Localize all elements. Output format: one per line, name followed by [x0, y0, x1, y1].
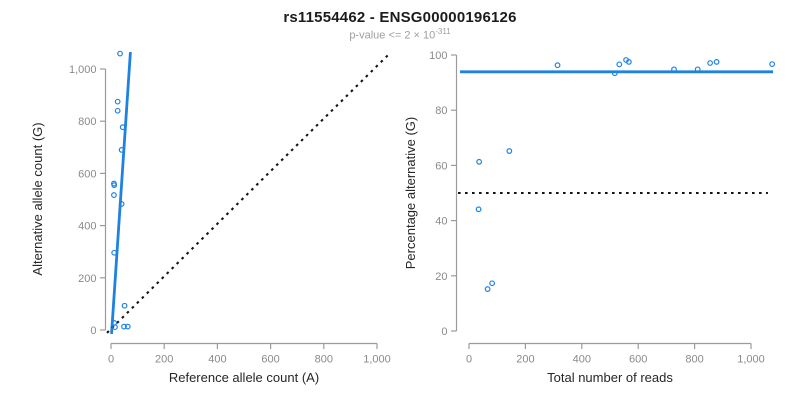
data-point	[769, 61, 776, 68]
data-point	[111, 192, 117, 198]
data-point	[671, 66, 677, 73]
data-point	[484, 286, 491, 292]
y-tick-label: 200	[78, 273, 96, 285]
x-tick-label: 400	[573, 354, 591, 366]
percentage-scatter-panel: 0 20 40 60 80 100 0 200 400 600 800 1,000 Percentage…	[403, 50, 776, 385]
data-point	[124, 323, 131, 330]
data-point	[616, 61, 623, 68]
pvalue-exponent: -311	[435, 27, 451, 36]
y-tick-label: 800	[78, 116, 96, 128]
y-tick-label: 1,000	[69, 64, 97, 76]
x-tick-label: 1,000	[363, 354, 391, 366]
y-axis-title: Percentage alternative (G)	[403, 117, 418, 269]
data-point	[114, 98, 121, 105]
pvalue-text: p-value <= 2 × 10	[349, 29, 436, 42]
data-point	[112, 324, 118, 331]
data-point	[121, 302, 128, 309]
data-point	[119, 124, 126, 131]
data-point	[475, 206, 482, 213]
x-tick-label: 600	[261, 354, 279, 366]
allele-count-scatter-panel: 0 200 400 600 800 1,000 0 200 400 600 800 1,000 Alte…	[30, 50, 391, 385]
data-point	[554, 62, 561, 69]
y-axis-title: Alternative allele count (G)	[30, 122, 45, 275]
y-tick-label: 60	[435, 160, 447, 172]
x-tick-label: 0	[108, 354, 114, 366]
data-point	[117, 50, 123, 57]
y-tick-label: 100	[429, 50, 447, 62]
data-point	[114, 107, 121, 114]
x-tick-label: 1,000	[737, 354, 765, 366]
x-axis-title: Reference allele count (A)	[169, 370, 319, 385]
data-point	[111, 182, 118, 189]
data-point	[707, 60, 714, 66]
data-point	[118, 201, 125, 207]
y-tick-label: 0	[90, 325, 96, 337]
y-tick-label: 80	[435, 105, 447, 117]
data-point	[506, 148, 513, 154]
y-tick-label: 600	[78, 168, 96, 180]
x-tick-label: 600	[629, 354, 647, 366]
x-axis-title: Total number of reads	[547, 370, 673, 385]
data-point	[118, 147, 125, 153]
x-tick-label: 800	[315, 354, 333, 366]
data-point	[625, 59, 632, 65]
x-tick-label: 400	[208, 354, 226, 366]
data-point	[694, 66, 701, 73]
figure-title: rs11554462 - ENSG00000196126	[283, 9, 517, 26]
y-tick-label: 400	[78, 221, 96, 233]
data-point	[121, 323, 127, 330]
data-point	[489, 280, 496, 287]
figure-subtitle: p-value <= 2 × 10-311	[0, 27, 800, 42]
data-point	[611, 70, 618, 77]
regression-line	[110, 51, 132, 335]
x-tick-label: 200	[516, 354, 534, 366]
data-point	[713, 59, 720, 65]
y-tick-label: 0	[441, 326, 447, 338]
data-point	[476, 158, 483, 165]
identity-line	[106, 53, 390, 334]
x-tick-label: 0	[466, 354, 472, 366]
x-tick-label: 800	[685, 354, 703, 366]
x-tick-label: 200	[155, 354, 173, 366]
y-tick-label: 20	[435, 271, 447, 283]
y-tick-label: 40	[435, 216, 447, 228]
data-point	[111, 249, 118, 256]
